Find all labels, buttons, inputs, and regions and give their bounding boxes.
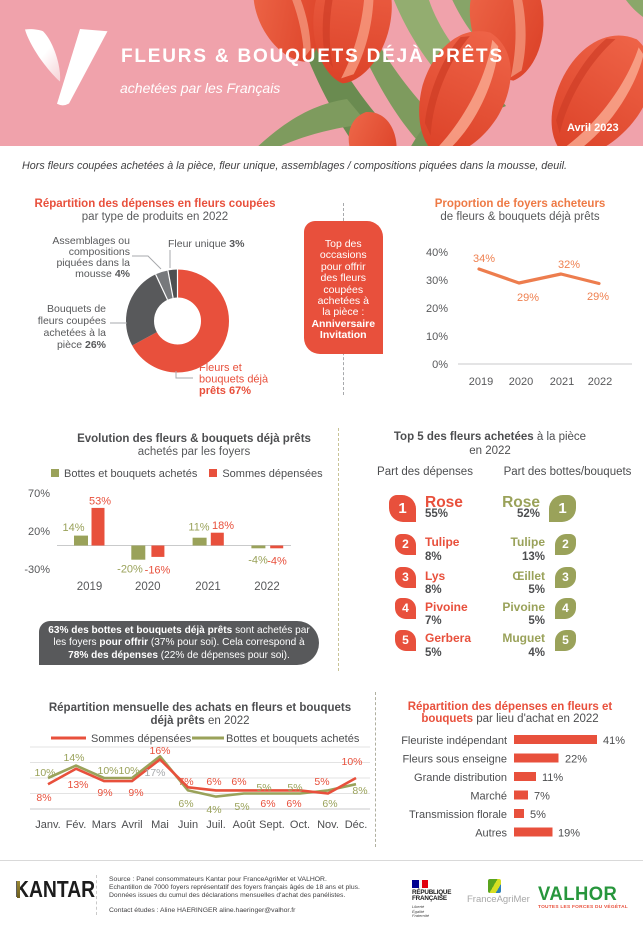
svg-text:6%: 6% bbox=[322, 798, 337, 810]
svg-text:5%: 5% bbox=[287, 782, 302, 794]
svg-text:Déc.: Déc. bbox=[345, 819, 368, 831]
svg-text:Bouquets de: Bouquets de bbox=[47, 303, 106, 315]
svg-text:Oct.: Oct. bbox=[290, 819, 310, 831]
svg-text:10%: 10% bbox=[34, 767, 55, 779]
svg-text:2022: 2022 bbox=[588, 376, 612, 388]
svg-text:6%: 6% bbox=[206, 776, 221, 788]
svg-text:-30%: -30% bbox=[24, 564, 50, 576]
svg-text:Mai: Mai bbox=[151, 819, 169, 831]
svg-text:-4%: -4% bbox=[248, 555, 268, 567]
svg-text:mousse 4%: mousse 4% bbox=[75, 268, 131, 280]
svg-text:10%: 10% bbox=[426, 331, 448, 343]
svg-text:19%: 19% bbox=[558, 828, 580, 840]
svg-text:2020: 2020 bbox=[135, 581, 161, 593]
svg-text:14%: 14% bbox=[63, 752, 84, 764]
svg-text:piquées dans la: piquées dans la bbox=[56, 257, 130, 269]
svg-text:-16%: -16% bbox=[145, 565, 171, 577]
svg-text:Sept.: Sept. bbox=[259, 819, 285, 831]
svg-text:compositions: compositions bbox=[69, 246, 130, 258]
svg-text:17%: 17% bbox=[144, 767, 165, 779]
svg-text:Mars: Mars bbox=[92, 819, 117, 831]
svg-text:prêts 67%: prêts 67% bbox=[199, 385, 251, 397]
svg-text:53%: 53% bbox=[89, 496, 111, 508]
svg-text:bouquets déjà: bouquets déjà bbox=[199, 374, 269, 386]
svg-text:Assemblages ou: Assemblages ou bbox=[52, 235, 130, 247]
svg-text:6%: 6% bbox=[231, 776, 246, 788]
svg-text:2021: 2021 bbox=[550, 376, 574, 388]
svg-text:8%: 8% bbox=[36, 792, 51, 804]
svg-text:Nov.: Nov. bbox=[317, 819, 339, 831]
svg-text:2019: 2019 bbox=[77, 581, 103, 593]
svg-text:Transmission florale: Transmission florale bbox=[409, 809, 507, 821]
svg-text:7%: 7% bbox=[178, 776, 193, 788]
svg-text:Sommes dépensées: Sommes dépensées bbox=[91, 733, 192, 745]
svg-text:pièce 26%: pièce 26% bbox=[57, 339, 107, 351]
svg-text:5%: 5% bbox=[314, 776, 329, 788]
svg-text:Fleurs sous enseigne: Fleurs sous enseigne bbox=[402, 754, 507, 766]
svg-text:5%: 5% bbox=[234, 801, 249, 813]
svg-text:22%: 22% bbox=[565, 754, 587, 766]
svg-text:11%: 11% bbox=[188, 522, 209, 534]
svg-text:Bottes et bouquets achetés: Bottes et bouquets achetés bbox=[226, 733, 360, 745]
svg-text:achetées à la: achetées à la bbox=[44, 327, 107, 339]
svg-text:6%: 6% bbox=[286, 798, 301, 810]
svg-text:-4%: -4% bbox=[267, 556, 287, 568]
svg-text:-20%: -20% bbox=[117, 564, 143, 576]
svg-text:32%: 32% bbox=[558, 259, 580, 271]
svg-text:Fleur unique 3%: Fleur unique 3% bbox=[168, 238, 245, 250]
svg-text:fleurs coupées: fleurs coupées bbox=[38, 315, 106, 327]
svg-text:Autres: Autres bbox=[475, 828, 507, 840]
svg-text:7%: 7% bbox=[534, 791, 550, 803]
svg-text:20%: 20% bbox=[426, 303, 448, 315]
svg-text:5%: 5% bbox=[256, 782, 271, 794]
svg-text:Fleurs et: Fleurs et bbox=[199, 362, 242, 374]
svg-text:29%: 29% bbox=[587, 291, 609, 303]
svg-text:16%: 16% bbox=[149, 745, 170, 757]
svg-text:20%: 20% bbox=[28, 526, 50, 538]
svg-text:2021: 2021 bbox=[195, 581, 221, 593]
svg-text:Fév.: Fév. bbox=[66, 819, 87, 831]
svg-text:41%: 41% bbox=[603, 735, 625, 747]
svg-text:6%: 6% bbox=[178, 798, 193, 810]
svg-text:2019: 2019 bbox=[469, 376, 493, 388]
svg-text:10%: 10% bbox=[341, 756, 362, 768]
svg-text:6%: 6% bbox=[260, 798, 275, 810]
svg-text:34%: 34% bbox=[473, 253, 495, 265]
svg-text:9%: 9% bbox=[128, 787, 143, 799]
svg-text:29%: 29% bbox=[517, 292, 539, 304]
svg-text:70%: 70% bbox=[28, 488, 50, 500]
svg-text:Janv.: Janv. bbox=[35, 819, 60, 831]
svg-text:Fleuriste indépendant: Fleuriste indépendant bbox=[401, 735, 507, 747]
svg-text:5%: 5% bbox=[530, 809, 546, 821]
svg-text:Août: Août bbox=[233, 819, 256, 831]
svg-text:10%: 10% bbox=[118, 765, 139, 777]
svg-text:9%: 9% bbox=[97, 787, 112, 799]
svg-text:2020: 2020 bbox=[509, 376, 533, 388]
svg-text:2022: 2022 bbox=[254, 581, 280, 593]
svg-text:Grande distribution: Grande distribution bbox=[414, 772, 507, 784]
svg-text:4%: 4% bbox=[206, 804, 221, 816]
svg-text:10%: 10% bbox=[97, 765, 118, 777]
svg-text:Juil.: Juil. bbox=[206, 819, 226, 831]
svg-text:0%: 0% bbox=[432, 359, 448, 371]
svg-text:14%: 14% bbox=[62, 522, 84, 534]
svg-text:Avril: Avril bbox=[121, 819, 142, 831]
svg-text:40%: 40% bbox=[426, 247, 448, 259]
svg-text:11%: 11% bbox=[542, 772, 563, 784]
svg-text:13%: 13% bbox=[67, 779, 88, 791]
svg-text:8%: 8% bbox=[352, 785, 367, 797]
svg-text:18%: 18% bbox=[212, 520, 234, 532]
svg-text:Marché: Marché bbox=[470, 791, 507, 803]
svg-text:Juin: Juin bbox=[178, 819, 198, 831]
svg-text:30%: 30% bbox=[426, 275, 448, 287]
